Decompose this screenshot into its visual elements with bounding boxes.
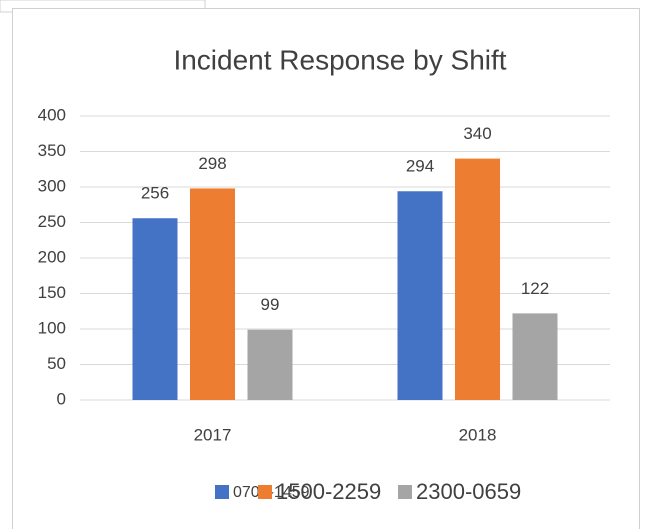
data-label: 298	[198, 154, 226, 173]
data-label: 340	[463, 124, 491, 143]
y-tick-label: 50	[47, 354, 66, 373]
legend-swatch	[215, 485, 229, 499]
y-tick-label: 350	[38, 141, 66, 160]
y-tick-label: 200	[38, 247, 66, 266]
legend-swatch	[258, 485, 272, 499]
chart-border	[12, 8, 640, 529]
bar	[397, 191, 443, 400]
bar	[190, 188, 235, 400]
legend-label: 1500-2259	[276, 479, 381, 504]
legend-swatch	[398, 485, 412, 499]
bar	[512, 313, 558, 400]
y-tick-label: 400	[38, 105, 66, 124]
bar	[132, 218, 178, 400]
data-label: 294	[406, 157, 434, 176]
x-tick-label: 2018	[459, 425, 497, 444]
chart-title: Incident Response by Shift	[173, 44, 506, 75]
bar	[455, 158, 500, 400]
data-label: 256	[141, 184, 169, 203]
x-tick-label: 2017	[194, 425, 232, 444]
y-tick-label: 100	[38, 318, 66, 337]
y-tick-label: 0	[57, 389, 66, 408]
data-label: 122	[521, 279, 549, 298]
data-label: 99	[261, 295, 280, 314]
y-tick-label: 300	[38, 176, 66, 195]
bar	[247, 329, 293, 400]
y-tick-label: 250	[38, 212, 66, 231]
y-tick-label: 150	[38, 283, 66, 302]
legend-label: 2300-0659	[416, 479, 521, 504]
